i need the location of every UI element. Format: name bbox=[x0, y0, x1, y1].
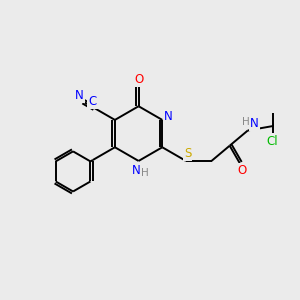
Text: C: C bbox=[88, 95, 97, 108]
Text: F: F bbox=[298, 140, 300, 153]
Text: N: N bbox=[250, 117, 259, 130]
Text: S: S bbox=[184, 147, 191, 160]
Text: N: N bbox=[164, 110, 173, 123]
Text: N: N bbox=[131, 164, 140, 177]
Text: O: O bbox=[238, 164, 247, 177]
Text: H: H bbox=[242, 117, 250, 127]
Text: H: H bbox=[141, 168, 149, 178]
Text: Cl: Cl bbox=[267, 135, 278, 148]
Text: O: O bbox=[134, 73, 143, 86]
Text: N: N bbox=[75, 89, 84, 102]
